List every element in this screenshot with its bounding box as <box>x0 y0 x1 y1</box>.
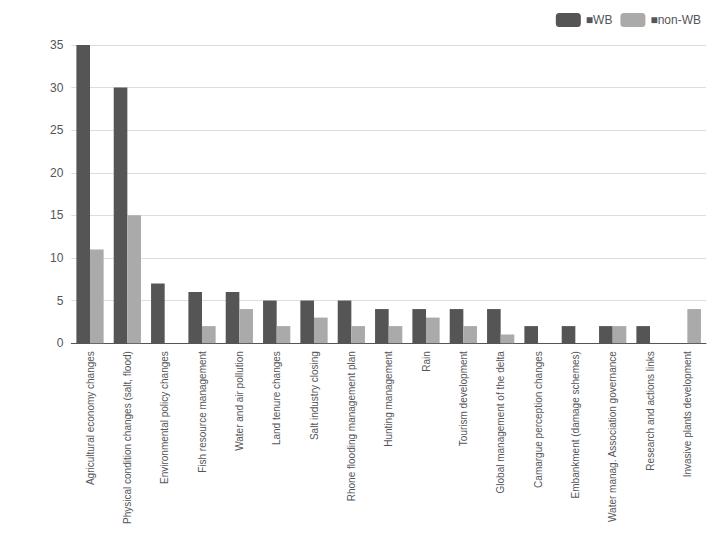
svg-text:Hunting management: Hunting management <box>383 351 394 447</box>
svg-text:10: 10 <box>50 251 64 265</box>
svg-text:Agricultural economy changes: Agricultural economy changes <box>85 351 96 485</box>
svg-text:0: 0 <box>57 336 64 350</box>
svg-text:Embankment (damage schemes): Embankment (damage schemes) <box>570 351 581 498</box>
svg-text:20: 20 <box>50 166 64 180</box>
svg-text:25: 25 <box>50 123 64 137</box>
svg-text:Water manag. Association gover: Water manag. Association governance <box>607 351 618 522</box>
svg-text:30: 30 <box>50 81 64 95</box>
svg-text:Salt industry closing: Salt industry closing <box>309 351 320 440</box>
svg-text:Environmental policy changes: Environmental policy changes <box>159 351 170 484</box>
svg-text:Global management of the delta: Global management of the delta <box>495 351 506 494</box>
svg-text:Water and air pollution: Water and air pollution <box>234 351 245 451</box>
svg-text:Rhone flooding management plan: Rhone flooding management plan <box>346 351 357 501</box>
svg-text:■WB: ■WB <box>586 13 613 27</box>
svg-text:Invasive plants development: Invasive plants development <box>682 351 693 477</box>
svg-text:Tourism development: Tourism development <box>458 351 469 446</box>
svg-text:Camargue perception changes: Camargue perception changes <box>533 351 544 488</box>
svg-text:Physical condition changes (sa: Physical condition changes (salt, flood) <box>122 351 133 524</box>
svg-text:Fish resource management: Fish resource management <box>197 351 208 473</box>
svg-text:5: 5 <box>57 294 64 308</box>
svg-text:■non-WB: ■non-WB <box>650 13 701 27</box>
svg-text:15: 15 <box>50 208 64 222</box>
svg-text:Rain: Rain <box>421 351 432 372</box>
svg-text:Research and actions links: Research and actions links <box>645 351 656 471</box>
svg-text:35: 35 <box>50 38 64 52</box>
svg-text:Land tenure changes: Land tenure changes <box>271 351 282 445</box>
